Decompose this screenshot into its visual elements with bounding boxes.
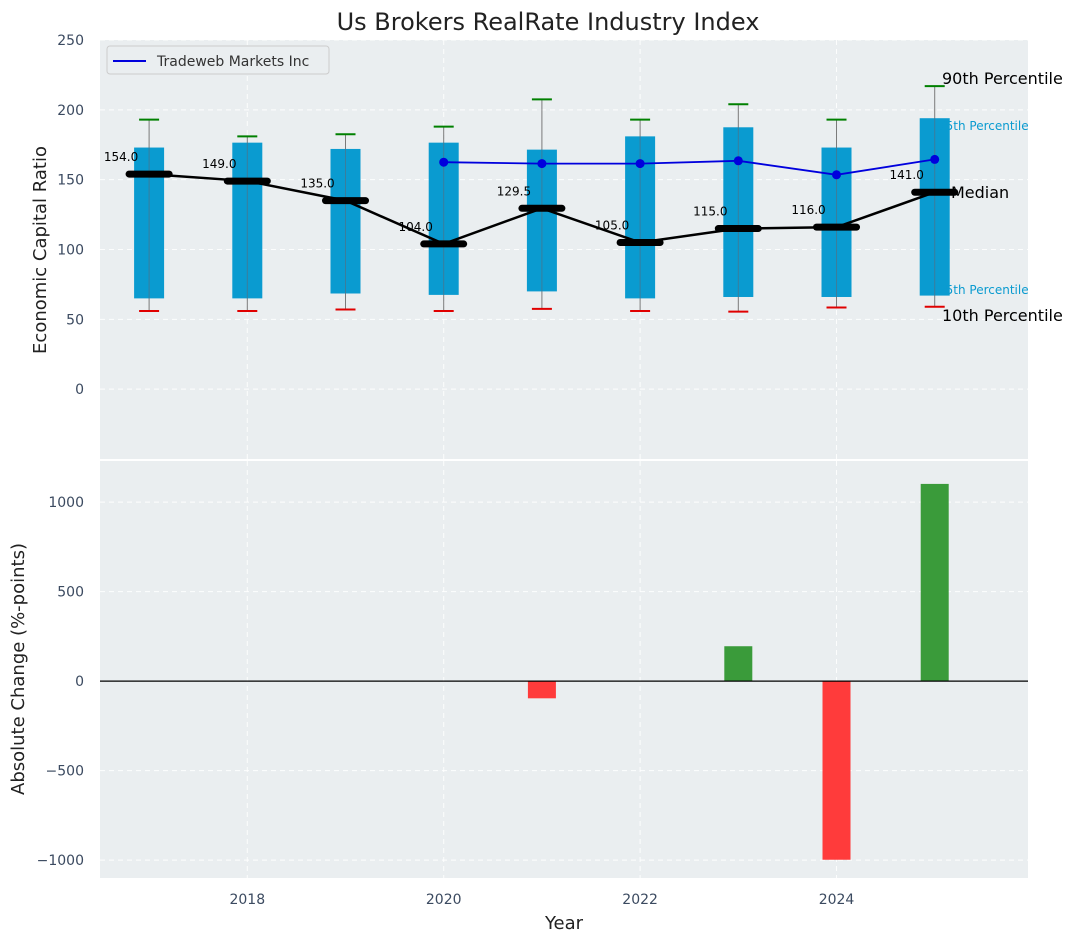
legend: Tradeweb Markets Inc xyxy=(106,45,330,75)
median-data-label: 135.0 xyxy=(300,177,334,191)
series-point-tradeweb xyxy=(930,154,940,164)
top-y-tick-label: 0 xyxy=(75,382,84,398)
x-tick-label: 2024 xyxy=(819,892,855,908)
legend-label: Tradeweb Markets Inc xyxy=(156,54,309,70)
bottom-plot-background xyxy=(100,461,1028,878)
top-y-tick-label: 250 xyxy=(57,33,84,49)
x-tick-label: 2018 xyxy=(229,892,265,908)
series-point-tradeweb xyxy=(733,156,743,166)
median-data-label: 105.0 xyxy=(595,219,629,233)
series-point-tradeweb xyxy=(439,157,449,167)
median-data-label: 116.0 xyxy=(791,203,825,217)
bottom-y-axis-label: Absolute Change (%-points) xyxy=(8,543,29,795)
median-data-label: 104.0 xyxy=(399,220,433,234)
change-bar xyxy=(920,483,949,682)
change-bar xyxy=(527,681,556,699)
top-y-tick-label: 50 xyxy=(66,312,84,328)
x-tick-label: 2020 xyxy=(426,892,462,908)
change-bar xyxy=(822,681,851,860)
annotation-p10: 10th Percentile xyxy=(942,306,1063,325)
bottom-y-tick-label: 1000 xyxy=(48,495,84,511)
median-data-label: 141.0 xyxy=(890,168,924,182)
series-point-tradeweb xyxy=(832,170,842,180)
bottom-y-tick-label: 500 xyxy=(57,585,84,601)
top-y-axis-label: Economic Capital Ratio xyxy=(30,146,51,354)
top-y-tick-label: 200 xyxy=(57,103,84,119)
annotation-p25: 25th Percentile xyxy=(938,283,1029,297)
median-data-label: 129.5 xyxy=(497,184,531,198)
bottom-y-tick-label: 0 xyxy=(75,674,84,690)
legend-box xyxy=(106,45,330,75)
bottom-y-tick-label: −500 xyxy=(46,764,84,780)
series-line-tradeweb xyxy=(443,158,935,176)
annotation-median: Median xyxy=(951,183,1009,202)
median-data-label: 154.0 xyxy=(104,150,138,164)
series-point-tradeweb xyxy=(537,159,547,169)
top-y-tick-label: 100 xyxy=(57,243,84,259)
chart-title: Us Brokers RealRate Industry Index xyxy=(337,8,760,36)
series-point-tradeweb xyxy=(635,159,645,169)
x-tick-label: 2022 xyxy=(622,892,658,908)
top-y-tick-label: 150 xyxy=(57,173,84,189)
bottom-y-tick-label: −1000 xyxy=(37,853,84,869)
median-data-label: 149.0 xyxy=(202,157,236,171)
annotation-p75: 75th Percentile xyxy=(938,119,1029,133)
median-data-label: 115.0 xyxy=(693,205,727,219)
x-axis-label: Year xyxy=(544,913,584,934)
annotation-p90: 90th Percentile xyxy=(942,69,1063,88)
change-bar xyxy=(724,646,753,682)
